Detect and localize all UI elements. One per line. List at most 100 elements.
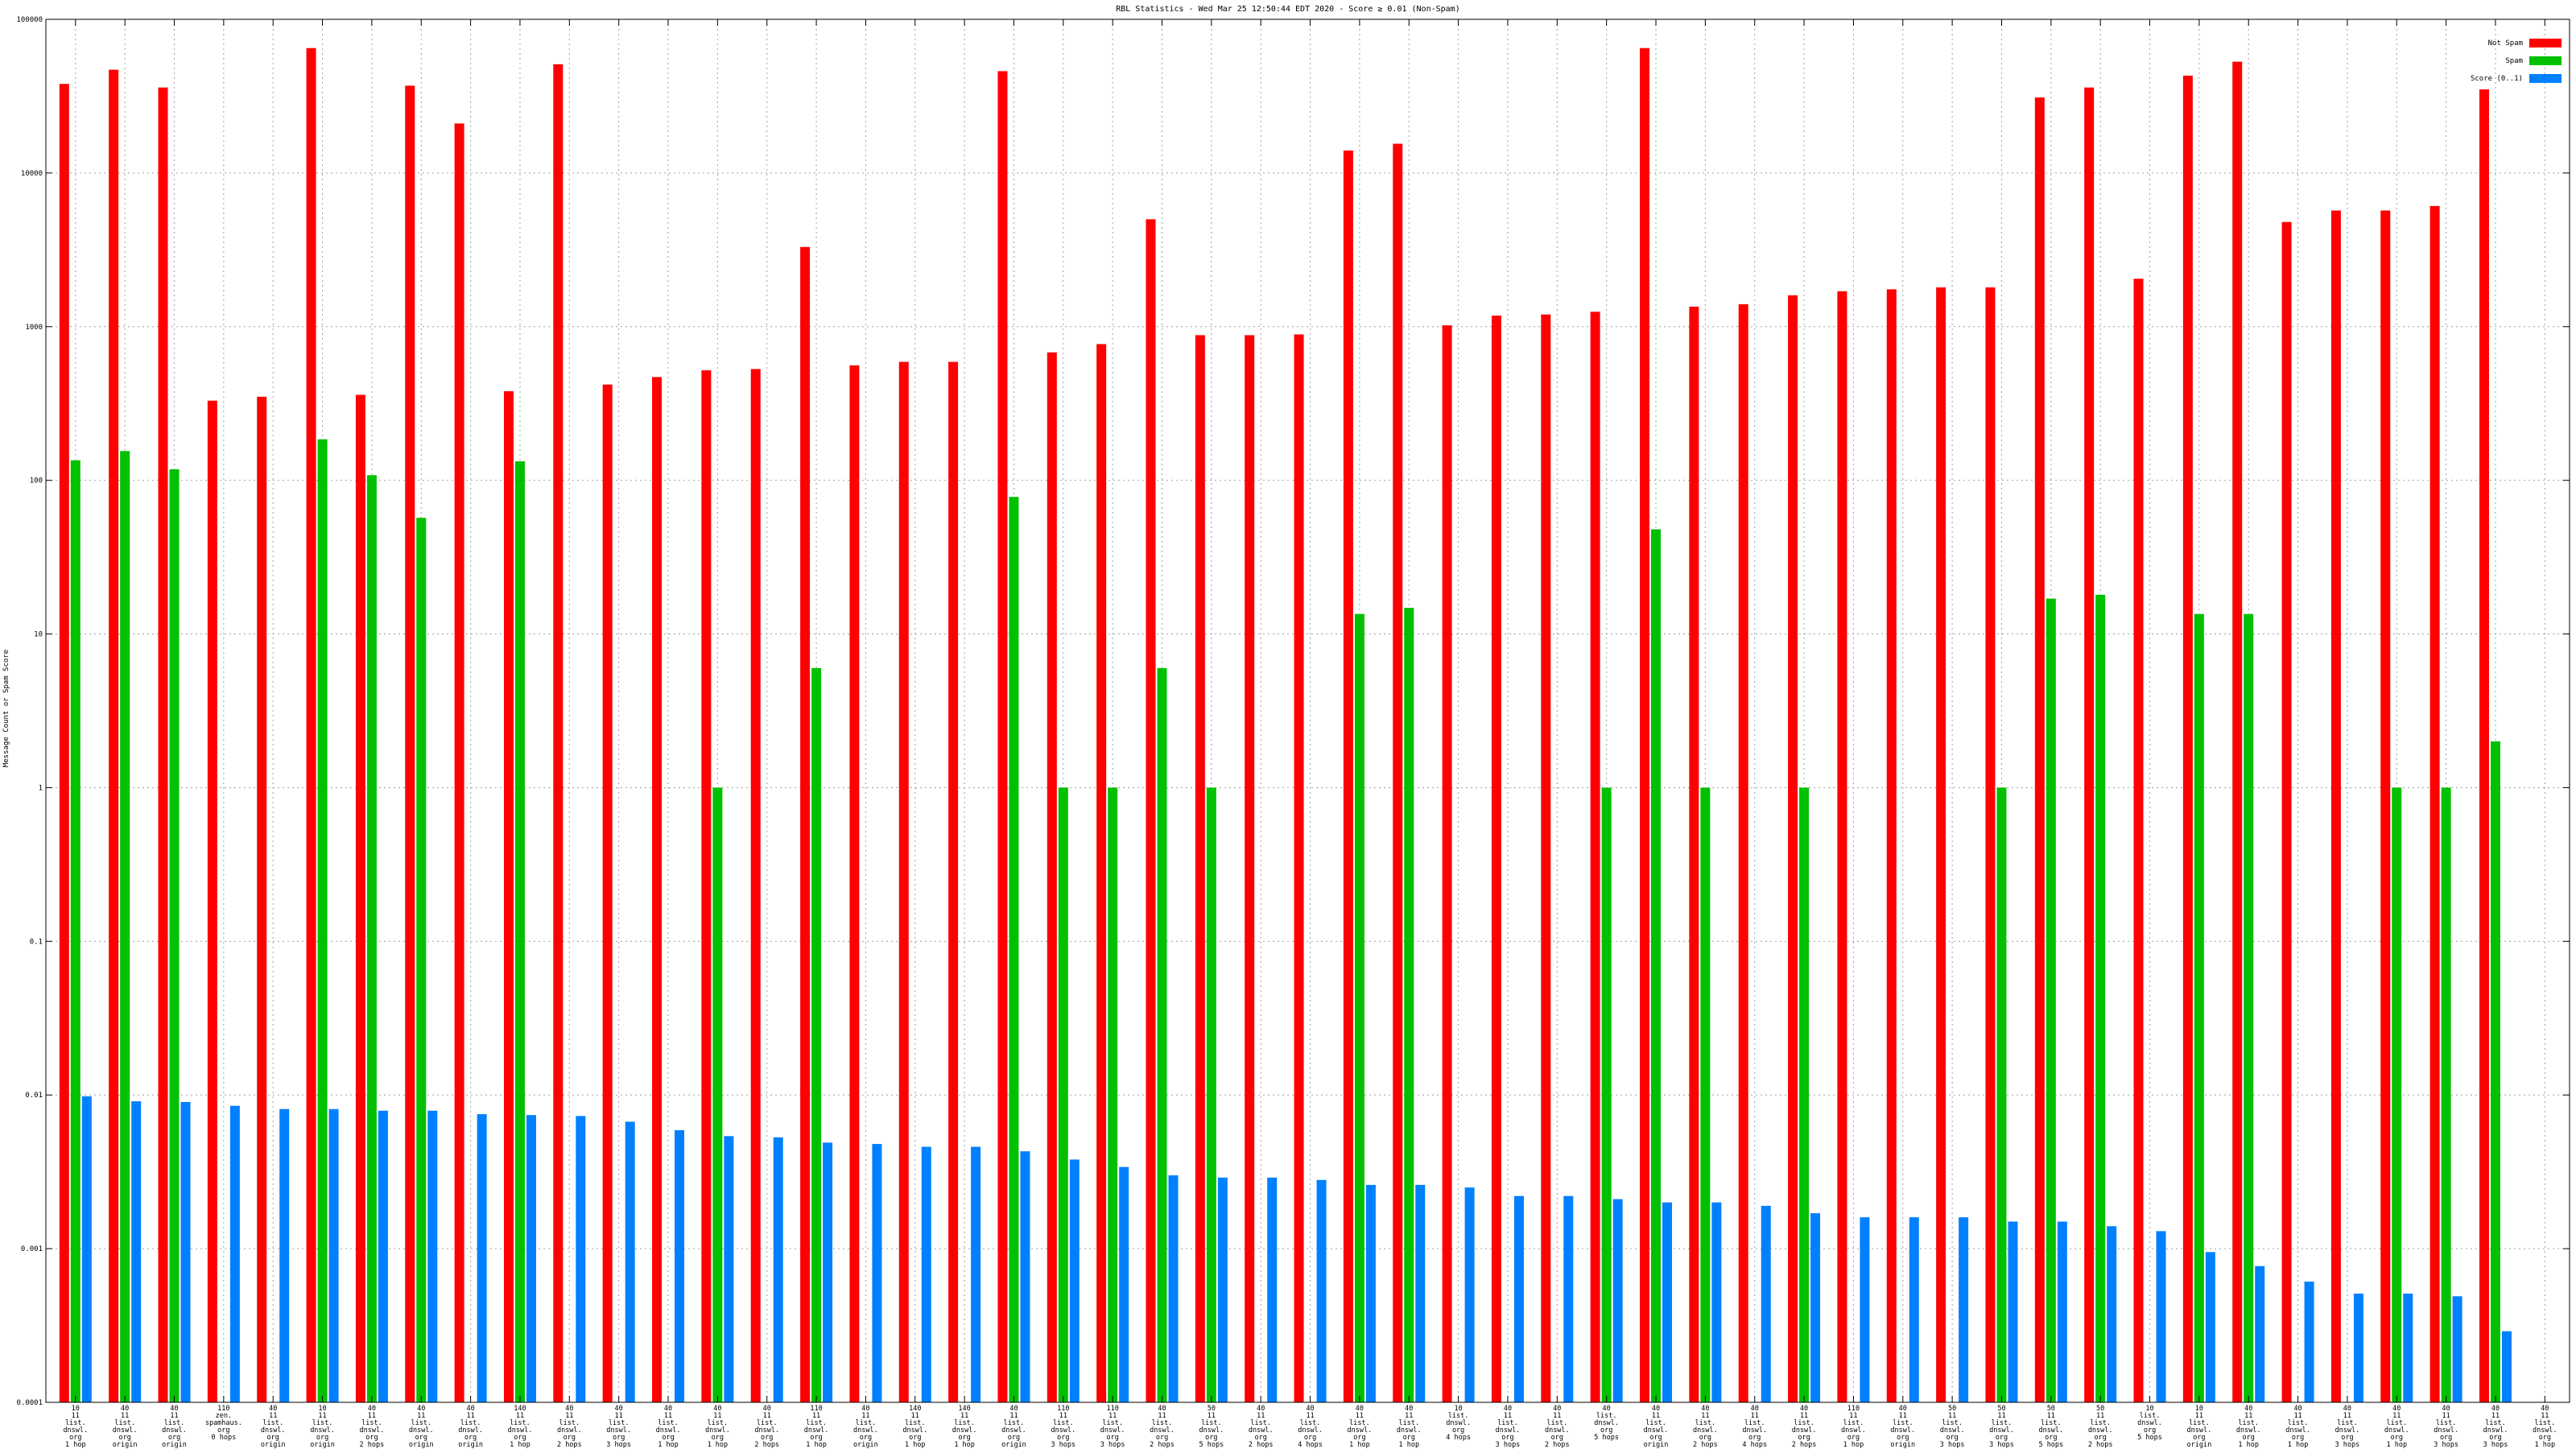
x-category-label-line: 11 [368, 1412, 376, 1420]
x-category-label-line: 11 [960, 1412, 968, 1420]
x-category-label-line: origin [409, 1441, 434, 1449]
x-category-label-line: list. [658, 1419, 679, 1427]
x-category-label-line: 40 [565, 1405, 573, 1413]
not-spam-bar [1491, 316, 1501, 1403]
score-bar [81, 1096, 92, 1402]
x-category-label-line: dnswl. [557, 1426, 582, 1435]
x-category-label-line: org [958, 1434, 970, 1442]
x-category-label-line: 10 [2195, 1405, 2203, 1413]
not-spam-bar [2330, 210, 2341, 1403]
x-category-label-line: 2 hops [1249, 1441, 1274, 1449]
x-category-label-line: 1 hop [510, 1441, 530, 1449]
x-category-label-line: 40 [861, 1405, 869, 1413]
score-bar [1513, 1195, 1524, 1402]
not-spam-bar [2281, 221, 2292, 1403]
x-category-label: 40 list. dnswl. org 5 hops [1594, 1405, 1619, 1442]
x-category-label: 40 11 list. dnswl. org 1 hop [2285, 1405, 2310, 1449]
x-category-label-line: org [1304, 1434, 1316, 1442]
score-bar [2255, 1265, 2265, 1402]
x-category-label: 40 11 list. dnswl. org 3 hops [2434, 1405, 2458, 1449]
x-category-label-line: org [2094, 1434, 2106, 1442]
x-category-label-line: dnswl. [1989, 1426, 2014, 1435]
not-spam-bar [800, 246, 811, 1403]
x-category-label-line: 1 hop [2535, 1441, 2556, 1449]
not-spam-bar [1886, 289, 1897, 1402]
score-bar [1119, 1166, 1129, 1402]
not-spam-bar [207, 400, 217, 1402]
x-category-label-line: org [1897, 1434, 1909, 1442]
x-category-label-line: dnswl. [952, 1426, 977, 1435]
x-category-label-line: 11 [1652, 1412, 1660, 1420]
spam-bar [1206, 787, 1216, 1402]
y-tick-label: 10 [34, 631, 43, 639]
x-category-label-line: org [1600, 1426, 1612, 1435]
x-category-label-line: 1 hop [1398, 1441, 1419, 1449]
spam-bar [1404, 608, 1414, 1402]
x-category-label-line: dnswl. [1150, 1426, 1174, 1435]
x-category-label-line: 1 hop [2386, 1441, 2407, 1449]
x-category-label: 40 11 list. dnswl. org 2 hops [1545, 1405, 1570, 1449]
spam-bar [317, 439, 328, 1403]
x-category-label-line: 11 [170, 1412, 178, 1420]
x-category-label-line: dnswl. [2384, 1426, 2409, 1435]
x-category-label-line: list. [1053, 1419, 1074, 1427]
x-category-label: 40 11 list. dnswl. org origin [261, 1405, 286, 1449]
not-spam-bar [1590, 312, 1600, 1402]
x-category-label-line: origin [310, 1441, 335, 1449]
x-category-label-line: 11 [2541, 1412, 2549, 1420]
spam-bar [1009, 497, 1019, 1402]
x-category-label-line: 40 [1701, 1405, 1709, 1413]
x-category-label-line: 10 [72, 1405, 80, 1413]
not-spam-bar [1343, 150, 1353, 1403]
x-category-label: 40 11 list. dnswl. org 1 hop [2533, 1405, 2557, 1449]
x-category-label-line: origin [458, 1441, 483, 1449]
x-category-label: 40 11 list. dnswl. org 2 hops [1693, 1405, 1718, 1449]
x-category-label-line: 11 [861, 1412, 869, 1420]
x-category-label-line: dnswl. [1644, 1426, 1669, 1435]
x-category-label-line: dnswl. [2137, 1419, 2162, 1427]
score-bar [1316, 1179, 1327, 1402]
x-category-label-line: 40 [2491, 1405, 2500, 1413]
x-category-label-line: org [1008, 1434, 1020, 1442]
x-category-label-line: 11 [2293, 1412, 2301, 1420]
x-category-label-line: 11 [516, 1412, 524, 1420]
score-bar [1020, 1151, 1030, 1402]
spam-bar [169, 469, 180, 1402]
x-category-label-line: dnswl. [902, 1426, 927, 1435]
x-category-label-line: 11 [1009, 1412, 1018, 1420]
x-category-label-line: org [2539, 1434, 2551, 1442]
x-category-label-line: list. [2090, 1419, 2111, 1427]
x-category-label: 140 11 list. dnswl. org 1 hop [902, 1405, 927, 1449]
x-category-label-line: list. [1547, 1419, 1568, 1427]
not-spam-bar [1046, 352, 1057, 1402]
x-category-label-line: 40 [1257, 1405, 1265, 1413]
y-tick-label: 100 [30, 477, 43, 485]
x-category-label-line: list. [806, 1419, 827, 1427]
not-spam-bar [849, 365, 860, 1402]
x-category-label-line: 40 [1553, 1405, 1561, 1413]
x-category-label: 140 11 list. dnswl. org 1 hop [508, 1405, 533, 1449]
not-spam-bar [1146, 219, 1156, 1402]
not-spam-bar [1640, 47, 1650, 1402]
x-category-label-line: 110 [217, 1405, 229, 1413]
chart-title: RBL Statistics - Wed Mar 25 12:50:44 EDT… [1116, 5, 1459, 14]
spam-bar [1996, 787, 2007, 1402]
x-category-label-line: org [761, 1434, 773, 1442]
score-bar [1662, 1202, 1673, 1402]
x-category-label-line: 2 hops [1150, 1441, 1174, 1449]
x-category-label-line: 40 [2343, 1405, 2351, 1413]
score-bar [2452, 1296, 2462, 1402]
not-spam-bar [2429, 205, 2440, 1402]
x-category-label-line: 11 [1800, 1412, 1808, 1420]
x-category-label-line: 40 [1603, 1405, 1611, 1413]
x-category-label-line: org [316, 1434, 328, 1442]
x-category-label-line: origin [1001, 1441, 1026, 1449]
x-category-label-line: dnswl. [1348, 1426, 1373, 1435]
score-bar [872, 1144, 882, 1402]
x-category-label-line: org [2144, 1426, 2156, 1435]
not-spam-bar [1096, 344, 1107, 1402]
x-category-label-line: 11 [1257, 1412, 1265, 1420]
x-category-label-line: list. [460, 1419, 481, 1427]
x-category-label: 110 11 list. dnswl. org 1 hop [804, 1405, 829, 1449]
x-category-label-line: 11 [1158, 1412, 1166, 1420]
